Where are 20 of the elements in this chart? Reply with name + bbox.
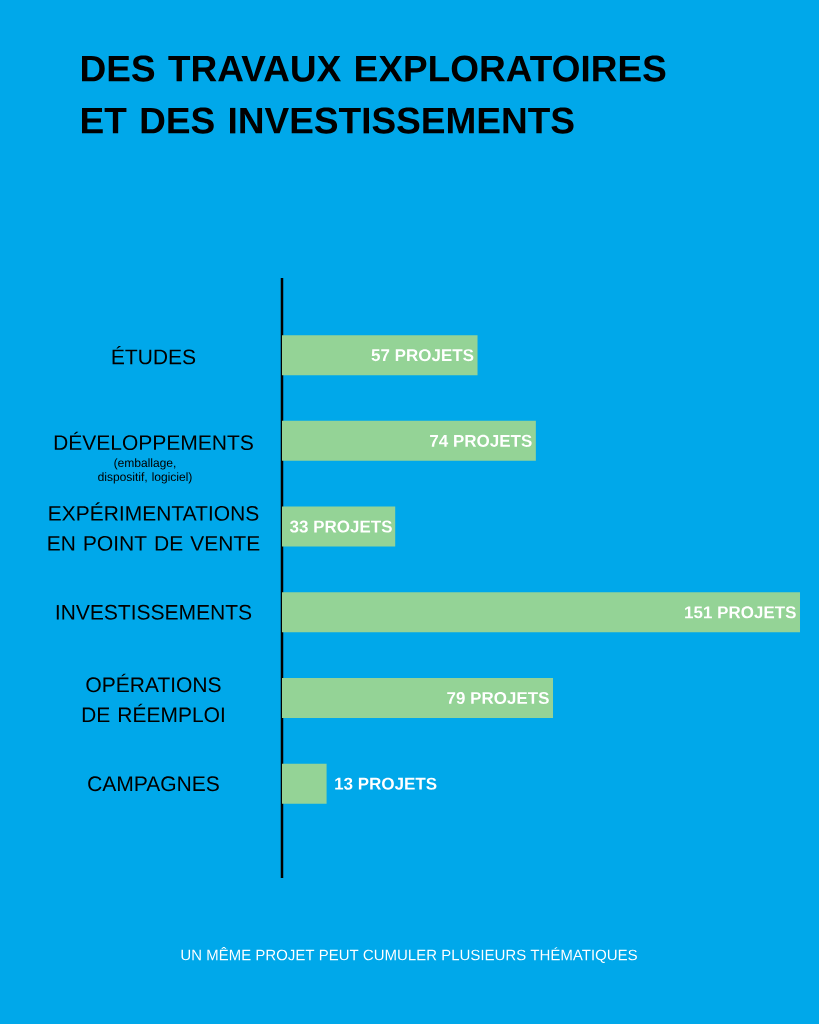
data-label: 13 PROJETS	[335, 777, 437, 790]
bar	[282, 335, 478, 376]
data-label: 151 PROJETS	[685, 606, 796, 619]
y-tick-label: INVESTISSEMENTS	[56, 604, 252, 620]
data-label: 74 PROJETS	[430, 434, 532, 447]
y-tick-label: EXPÉRIMENTATIONS EN POINT DE VENTE	[48, 502, 260, 551]
text: UN MÊME PROJET PEUT CUMULER PLUSIEURS THÉMATIQUES	[181, 947, 637, 963]
bar	[282, 420, 536, 461]
bar	[282, 592, 801, 633]
y-tick-label: CAMPAGNES	[88, 776, 219, 792]
y-tick-label: ÉTUDES	[112, 345, 196, 365]
text: (emballage, dispositif, logiciel)	[98, 458, 192, 484]
data-label: 33 PROJETS	[289, 520, 392, 533]
bar	[282, 763, 327, 804]
y-tick-label: DÉVELOPPEMENTS	[54, 431, 253, 451]
bar	[282, 678, 554, 719]
chart-title: DES TRAVAUX EXPLORATOIRES ET DES INVESTISSEMENTS	[82, 55, 666, 134]
data-label: 57 PROJETS	[371, 349, 474, 362]
data-label: 79 PROJETS	[447, 691, 549, 705]
y-tick-label: OPÉRATIONS DE RÉEMPLOI	[82, 673, 224, 723]
